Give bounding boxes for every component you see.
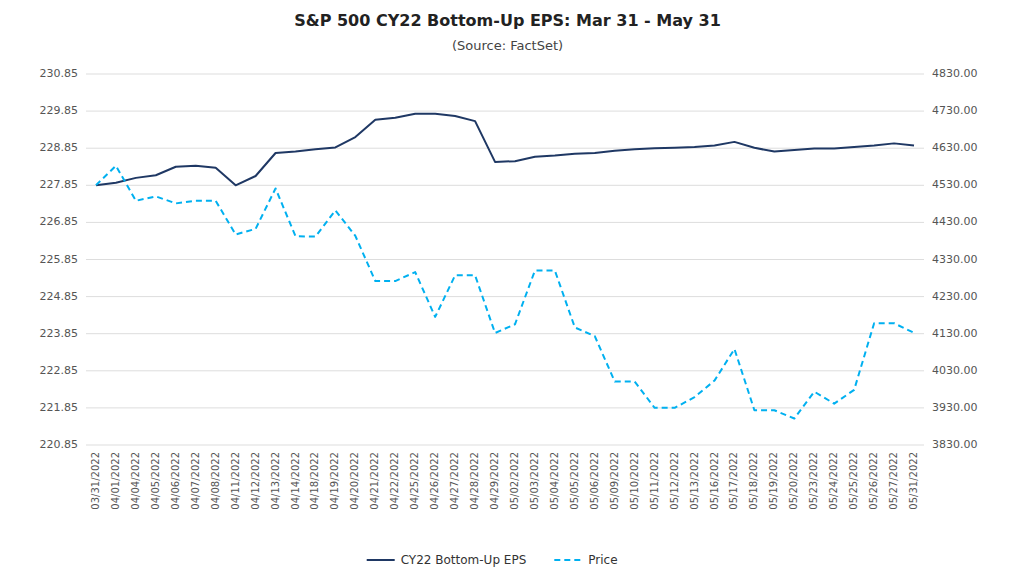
legend: CY22 Bottom-Up EPS Price [367, 553, 618, 567]
y2-tick-label: 3930.00 [932, 401, 978, 414]
x-tick-label: 04/12/2022 [250, 452, 261, 510]
y-tick-label: 220.85 [40, 438, 79, 451]
y-tick-label: 225.85 [40, 253, 79, 266]
y2-tick-label: 4730.00 [932, 104, 978, 117]
legend-label: CY22 Bottom-Up EPS [401, 553, 527, 567]
x-tick-label: 03/31/2022 [90, 452, 101, 510]
x-tick-label: 04/14/2022 [290, 452, 301, 510]
legend-label: Price [588, 553, 617, 567]
grid-line [86, 445, 924, 446]
x-tick-label: 04/01/2022 [110, 452, 121, 510]
x-tick-label: 04/27/2022 [449, 452, 460, 510]
grid-line [86, 185, 924, 186]
x-tick-label: 05/18/2022 [748, 452, 759, 510]
y-tick-label: 227.85 [40, 178, 79, 191]
x-tick-label: 05/17/2022 [728, 452, 739, 510]
y2-tick-label: 4530.00 [932, 178, 978, 191]
grid-line [86, 333, 924, 334]
x-tick-label: 05/26/2022 [868, 452, 879, 510]
x-tick-label: 05/23/2022 [808, 452, 819, 510]
y2-tick-label: 4330.00 [932, 253, 978, 266]
x-tick-label: 05/31/2022 [908, 452, 919, 510]
x-tick-label: 05/11/2022 [649, 452, 660, 510]
x-tick-label: 05/27/2022 [888, 452, 899, 510]
grid-line [86, 296, 924, 297]
series-line [96, 166, 914, 419]
x-tick-label: 04/21/2022 [369, 452, 380, 510]
series-line [96, 114, 914, 186]
x-tick-label: 04/07/2022 [190, 452, 201, 510]
chart: S&P 500 CY22 Bottom-Up EPS: Mar 31 - May… [0, 0, 1015, 582]
x-tick-label: 04/20/2022 [349, 452, 360, 510]
y2-tick-label: 3830.00 [932, 438, 978, 451]
y2-tick-label: 4230.00 [932, 290, 978, 303]
grid-line [86, 111, 924, 112]
lines [96, 114, 914, 419]
y-tick-label: 230.85 [40, 67, 79, 80]
x-tick-label: 05/13/2022 [689, 452, 700, 510]
x-tick-label: 04/08/2022 [210, 452, 221, 510]
grid-line [86, 148, 924, 149]
y2-tick-label: 4630.00 [932, 141, 978, 154]
y2-tick-label: 4130.00 [932, 327, 978, 340]
y-tick-label: 222.85 [40, 364, 79, 377]
y-tick-label: 226.85 [40, 215, 79, 228]
x-tick-label: 05/09/2022 [609, 452, 620, 510]
grid-line [86, 407, 924, 408]
grid-line [86, 74, 924, 75]
x-tick-label: 05/16/2022 [709, 452, 720, 510]
grid-line [86, 370, 924, 371]
x-tick-label: 04/19/2022 [329, 452, 340, 510]
subtitle: (Source: FactSet) [452, 38, 563, 53]
y2-tick-label: 4830.00 [932, 67, 978, 80]
x-tick-label: 05/10/2022 [629, 452, 640, 510]
x-tick-label: 05/20/2022 [788, 452, 799, 510]
legend-swatch [367, 559, 395, 561]
y-tick-label: 228.85 [40, 141, 79, 154]
x-tick-label: 05/04/2022 [549, 452, 560, 510]
x-tick-label: 05/06/2022 [589, 452, 600, 510]
x-tick-label: 04/05/2022 [150, 452, 161, 510]
x-tick-label: 04/04/2022 [130, 452, 141, 510]
x-tick-label: 04/11/2022 [230, 452, 241, 510]
y2-tick-label: 4430.00 [932, 215, 978, 228]
x-tick-label: 05/25/2022 [848, 452, 859, 510]
grid-line [86, 259, 924, 260]
background [0, 0, 1015, 582]
grid [86, 74, 924, 445]
y2-tick-label: 4030.00 [932, 364, 978, 377]
y-tick-label: 229.85 [40, 104, 79, 117]
y-tick-label: 221.85 [40, 401, 79, 414]
x-tick-label: 04/26/2022 [429, 452, 440, 510]
y-tick-label: 224.85 [40, 290, 79, 303]
x-tick-label: 05/02/2022 [509, 452, 520, 510]
x-tick-label: 05/19/2022 [768, 452, 779, 510]
x-tick-label: 05/05/2022 [569, 452, 580, 510]
x-tick-label: 04/18/2022 [309, 452, 320, 510]
x-tick-label: 05/03/2022 [529, 452, 540, 510]
x-tick-label: 04/25/2022 [409, 452, 420, 510]
x-tick-label: 04/13/2022 [270, 452, 281, 510]
legend-swatch [554, 559, 582, 561]
x-tick-label: 04/28/2022 [469, 452, 480, 510]
x-tick-label: 04/06/2022 [170, 452, 181, 510]
x-tick-label: 04/29/2022 [489, 452, 500, 510]
x-tick-label: 04/22/2022 [389, 452, 400, 510]
grid-line [86, 222, 924, 223]
title: S&P 500 CY22 Bottom-Up EPS: Mar 31 - May… [294, 11, 721, 30]
x-tick-label: 05/24/2022 [828, 452, 839, 510]
x-tick-label: 05/12/2022 [669, 452, 680, 510]
y-tick-label: 223.85 [40, 327, 79, 340]
